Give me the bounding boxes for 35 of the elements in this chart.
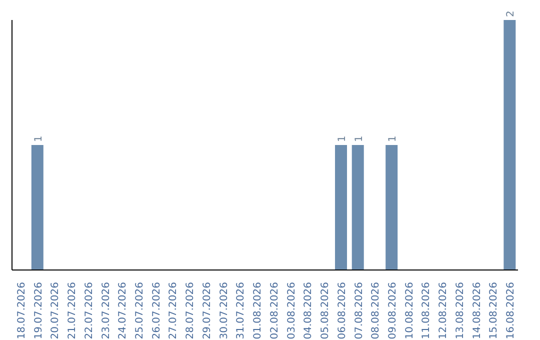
x-tick-label: 18.07.2026 <box>16 282 28 340</box>
data-label: 1 <box>354 136 365 142</box>
data-label: 1 <box>33 136 44 142</box>
x-tick-label: 11.08.2026 <box>421 282 432 340</box>
data-label: 2 <box>506 10 517 17</box>
x-tick-label: 24.07.2026 <box>118 282 129 340</box>
x-tick-label: 25.07.2026 <box>134 282 146 340</box>
x-tick-label: 19.07.2026 <box>33 282 44 340</box>
x-tick-label: 26.07.2026 <box>151 282 162 340</box>
x-tick-label: 31.07.2026 <box>236 282 247 340</box>
x-tick-label: 20.07.2026 <box>50 282 62 340</box>
x-tick-label: 01.08.2026 <box>252 282 264 340</box>
x-tick-label: 14.08.2026 <box>472 282 483 340</box>
data-label: 1 <box>336 136 348 142</box>
x-tick-label: 30.07.2026 <box>218 282 230 340</box>
data-label: 1 <box>388 136 399 142</box>
x-tick-label: 15.08.2026 <box>488 282 500 340</box>
x-tick-label: 03.08.2026 <box>286 282 298 340</box>
x-tick-label: 07.08.2026 <box>354 282 365 340</box>
x-tick-label: 10.08.2026 <box>404 282 416 340</box>
x-tick-label: 09.08.2026 <box>388 282 398 340</box>
x-tick-label: 05.08.2026 <box>320 282 332 340</box>
x-tick-label: 13.08.2026 <box>454 282 466 340</box>
x-tick-label: 21.07.2026 <box>67 282 78 340</box>
x-tick-label: 29.07.2026 <box>202 282 213 340</box>
x-tick-label: 22.07.2026 <box>84 282 95 340</box>
x-tick-label: 06.08.2026 <box>336 282 348 340</box>
x-tick-label: 12.08.2026 <box>438 282 450 340</box>
x-tick-label: 27.07.2026 <box>168 282 180 340</box>
x-tick-label: 08.08.2026 <box>370 282 382 340</box>
x-tick-label: 23.07.2026 <box>100 282 112 340</box>
x-tick-label: 04.08.2026 <box>303 282 314 340</box>
x-tick-label: 16.08.2026 <box>506 282 517 340</box>
x-tick-label: 28.07.2026 <box>185 282 196 340</box>
x-tick-label: 02.08.2026 <box>269 282 280 340</box>
